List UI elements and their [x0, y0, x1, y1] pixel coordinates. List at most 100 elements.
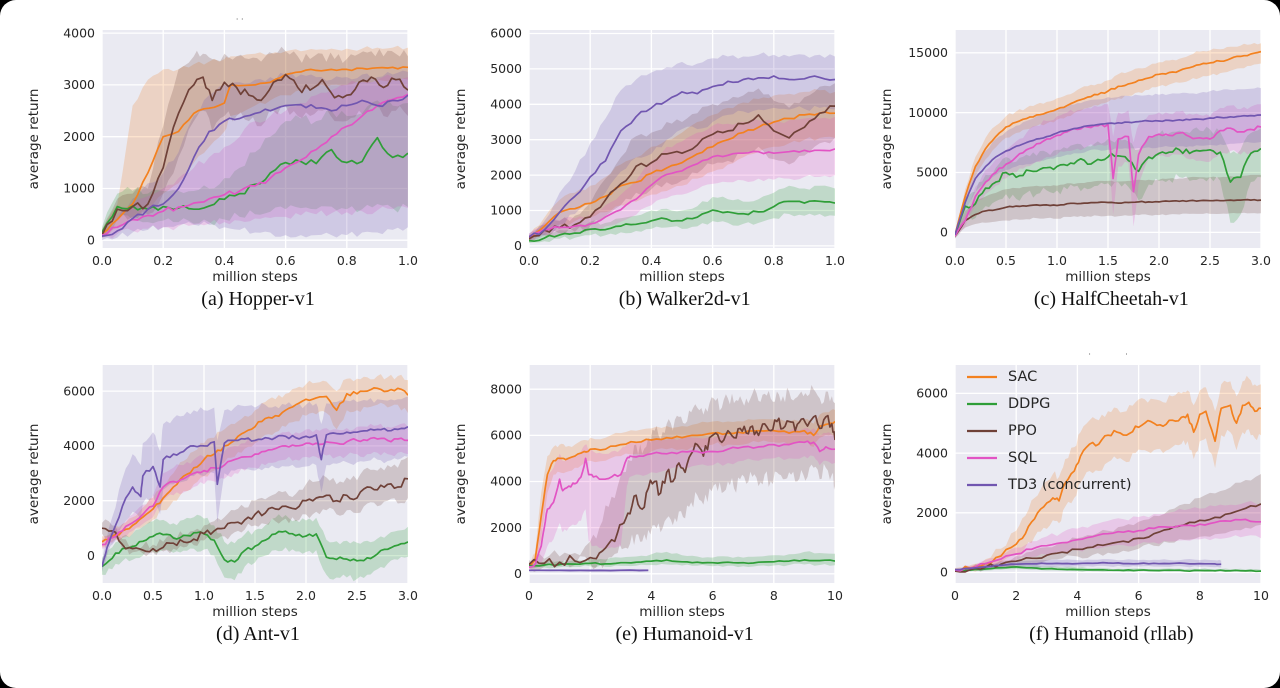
chart-cell-a: 0 1000 2000 3000 4000 0.0 0.2 0.4 0.6 0.8 1.0 avera… — [4, 6, 428, 311]
line-DDPG — [955, 566, 1262, 573]
band-DDPG — [955, 126, 1262, 239]
y-tick-label: 10000 — [909, 105, 949, 120]
y-tick-label: 6000 — [917, 386, 949, 401]
x-tick-label: 8 — [1196, 588, 1204, 603]
y-tick-label: 1000 — [63, 181, 95, 196]
chart-d-caption: (d) Ant-v1 — [216, 623, 300, 645]
line-SAC — [955, 401, 1262, 573]
x-tick-label: 0.2 — [580, 253, 600, 268]
line-DDPG — [528, 200, 835, 243]
band-PPO — [955, 474, 1262, 572]
line-TD3 — [528, 75, 835, 238]
y-tick-label: 8000 — [490, 381, 522, 396]
plot-background — [955, 365, 1262, 583]
chart-a-caption: (a) Hopper-v1 — [201, 288, 315, 310]
x-tick-label: 0.6 — [702, 253, 722, 268]
line-PPO — [955, 503, 1262, 573]
chart-e-svg: 0 2000 4000 6000 8000 0 2 4 6 8 10 average return mi… — [453, 365, 843, 620]
y-axis-label: average return — [879, 89, 895, 190]
line-DDPG — [955, 147, 1262, 237]
line-PPO — [528, 414, 835, 568]
line-DDPG — [528, 559, 835, 567]
cropped-title-artifact: · — [1089, 350, 1092, 359]
y-tick-label: 2000 — [490, 167, 522, 182]
chart-a-plot: 0 1000 2000 3000 4000 0.0 0.2 0.4 0.6 0.8 1.0 avera… — [4, 6, 428, 285]
legend-label-SQL: SQL — [1008, 450, 1037, 466]
line-PPO — [955, 198, 1262, 237]
x-tick-label: 2.5 — [347, 588, 367, 603]
y-tick-label: 6000 — [490, 26, 522, 41]
band-SQL — [955, 501, 1262, 572]
plot-background — [528, 30, 835, 248]
band-SQL — [528, 428, 835, 570]
chart-c-svg: 0 5000 10000 15000 0.0 0.5 1.0 1.5 2.0 2.5 3.0 aver… — [879, 30, 1271, 285]
x-axis-label: million steps — [212, 269, 298, 282]
x-tick-label: 3.0 — [1251, 253, 1271, 268]
chart-b-plot: 0 1000 2000 3000 4000 5000 6000 0.0 0.2 0.4 0.6 0.8… — [431, 6, 855, 285]
band-PPO — [528, 385, 835, 572]
band-TD3 — [955, 87, 1262, 238]
y-tick-label: 0 — [87, 232, 95, 247]
x-tick-label: 0.0 — [92, 588, 112, 603]
chart-cell-c: 0 5000 10000 15000 0.0 0.5 1.0 1.5 2.0 2.5 3.0 aver… — [857, 6, 1280, 311]
x-axis-label: million steps — [639, 604, 725, 617]
x-tick-label: 1.5 — [245, 588, 265, 603]
y-tick-label: 4000 — [490, 97, 522, 112]
y-tick-label: 2000 — [490, 520, 522, 535]
y-tick-label: 4000 — [63, 25, 95, 40]
band-SAC — [955, 43, 1262, 238]
x-tick-label: 0.0 — [92, 253, 112, 268]
y-tick-label: 2000 — [917, 505, 949, 520]
line-SQL — [528, 148, 835, 238]
y-axis-label: average return — [26, 89, 42, 190]
plot-background — [102, 30, 408, 248]
x-tick-label: 0.0 — [519, 253, 539, 268]
x-tick-label: 0.5 — [143, 588, 163, 603]
line-SQL — [528, 440, 835, 568]
line-PPO — [102, 73, 408, 236]
line-TD3 — [955, 561, 1222, 571]
line-SAC — [102, 387, 408, 543]
x-tick-label: 0 — [525, 588, 533, 603]
band-TD3 — [102, 396, 408, 572]
x-tick-label: 10 — [1253, 588, 1269, 603]
cropped-title-artifact: · — [1125, 350, 1128, 359]
x-tick-label: 2 — [1013, 588, 1021, 603]
x-tick-label: 1.0 — [1047, 253, 1067, 268]
line-PPO — [528, 105, 835, 240]
y-tick-label: 0 — [514, 238, 522, 253]
line-TD3 — [528, 569, 648, 572]
chart-d-svg: 0 2000 4000 6000 0.0 0.5 1.0 1.5 2.0 2.5 3.0 averag… — [26, 365, 418, 620]
y-tick-label: 0 — [940, 225, 948, 240]
x-tick-label: 0.0 — [945, 253, 965, 268]
x-axis-label: million steps — [1066, 604, 1152, 617]
plot-background — [528, 365, 835, 583]
band-PPO — [102, 456, 408, 557]
line-DDPG — [102, 530, 408, 568]
chart-cell-f: 0 2000 4000 6000 0 2 4 6 8 10 average return millio… — [857, 341, 1280, 646]
y-tick-label: 15000 — [909, 45, 949, 60]
chart-cell-b: 0 1000 2000 3000 4000 5000 6000 0.0 0.2 0.4 0.6 0.8… — [431, 6, 855, 311]
x-tick-label: 10 — [827, 588, 843, 603]
x-tick-label: 0 — [951, 588, 959, 603]
legend-label-SAC: SAC — [1008, 369, 1037, 385]
x-tick-label: 6 — [708, 588, 716, 603]
x-axis-label: million steps — [212, 604, 298, 617]
line-TD3 — [102, 94, 408, 237]
y-tick-label: 2000 — [63, 129, 95, 144]
line-SAC — [528, 111, 835, 240]
line-SAC — [102, 66, 408, 235]
x-tick-label: 0.8 — [337, 253, 357, 268]
band-DDPG — [102, 514, 408, 582]
y-axis-label: average return — [26, 424, 42, 525]
y-tick-label: 0 — [87, 548, 95, 563]
chart-f-caption: (f) Humanoid (rllab) — [1029, 623, 1194, 645]
chart-d-plot: 0 2000 4000 6000 0.0 0.5 1.0 1.5 2.0 2.5 3.0 averag… — [4, 341, 428, 620]
x-tick-label: 0.6 — [276, 253, 296, 268]
line-SQL — [955, 518, 1262, 572]
x-tick-label: 4 — [647, 588, 655, 603]
chart-b-svg: 0 1000 2000 3000 4000 5000 6000 0.0 0.2 0.4 0.6 0.8… — [453, 26, 845, 285]
chart-cell-d: 0 2000 4000 6000 0.0 0.5 1.0 1.5 2.0 2.5 3.0 averag… — [4, 341, 428, 646]
line-SAC — [528, 420, 835, 568]
y-tick-label: 5000 — [917, 165, 949, 180]
